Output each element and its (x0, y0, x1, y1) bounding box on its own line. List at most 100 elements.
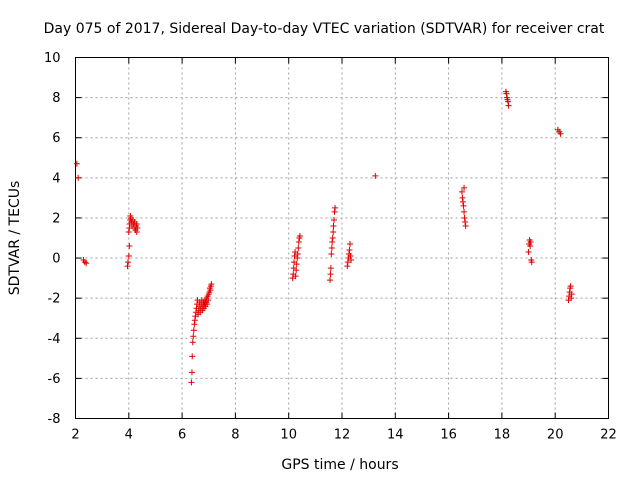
data-point (348, 257, 355, 264)
data-point (208, 281, 215, 288)
data-point (204, 301, 211, 308)
data-point (346, 241, 353, 248)
data-point (124, 263, 131, 270)
data-point (73, 160, 80, 167)
data-point (462, 222, 469, 229)
data-point (134, 224, 141, 231)
x-tick-label: 2 (71, 428, 79, 443)
x-tick-label: 16 (440, 428, 457, 443)
data-point (330, 222, 337, 229)
data-point (528, 259, 535, 266)
data-point (327, 271, 334, 278)
y-tick-label: 4 (52, 171, 60, 186)
grid-lines (75, 57, 609, 419)
data-point (190, 333, 197, 340)
x-tick-labels: 2 4 6 8 10 12 14 16 18 20 22 (71, 428, 616, 443)
data-point (328, 251, 335, 258)
data-point (294, 251, 301, 258)
y-tick-label: -6 (48, 372, 61, 387)
x-tick-label: 6 (178, 428, 186, 443)
data-point (462, 218, 469, 225)
data-point (461, 214, 468, 221)
data-point (293, 261, 300, 268)
data-point (327, 265, 334, 272)
data-point (459, 198, 466, 205)
data-point (190, 327, 197, 334)
y-tick-label: 0 (52, 252, 60, 267)
data-point (296, 232, 303, 239)
y-tick-label: 8 (52, 91, 60, 106)
x-axis-label: GPS time / hours (281, 457, 398, 473)
data-point (126, 243, 133, 250)
data-point (188, 379, 195, 386)
data-point (567, 283, 574, 290)
data-point (189, 353, 196, 360)
data-point (81, 259, 88, 266)
y-tick-label: -4 (48, 332, 61, 347)
data-points (73, 88, 575, 386)
data-point (372, 172, 379, 179)
data-point (458, 188, 465, 195)
data-point (295, 239, 302, 246)
data-point (191, 321, 198, 328)
chart-title: Day 075 of 2017, Sidereal Day-to-day VTE… (44, 21, 605, 37)
data-point (207, 287, 214, 294)
x-tick-label: 20 (547, 428, 564, 443)
data-point (329, 235, 336, 241)
y-tick-labels: -8 -6 -4 -2 0 2 4 6 8 10 (44, 51, 61, 427)
data-point (461, 184, 468, 191)
x-tick-label: 12 (334, 428, 351, 443)
data-point (461, 208, 468, 215)
data-point (344, 259, 351, 266)
data-point (328, 245, 335, 252)
data-point (329, 239, 336, 246)
x-tick-label: 22 (600, 428, 617, 443)
data-point (527, 243, 534, 250)
data-point (133, 220, 140, 227)
data-point (568, 295, 575, 302)
x-tick-label: 8 (231, 428, 239, 443)
data-point (330, 228, 337, 235)
data-point (346, 247, 353, 254)
data-point (189, 339, 196, 346)
data-point (125, 253, 132, 260)
x-tick-label: 10 (280, 428, 297, 443)
y-tick-label: 6 (52, 131, 60, 146)
x-tick-label: 14 (387, 428, 404, 443)
data-point (527, 239, 534, 246)
data-point (503, 90, 510, 97)
data-point (459, 194, 466, 201)
data-point (327, 277, 334, 284)
data-point (331, 216, 338, 223)
data-point (75, 174, 82, 181)
x-tick-label: 4 (125, 428, 133, 443)
axis-ticks (75, 57, 609, 419)
y-axis-label: SDTVAR / TECUs (7, 181, 23, 296)
data-point (505, 102, 512, 109)
data-point (331, 208, 338, 215)
data-point (332, 204, 339, 211)
data-point (83, 260, 90, 267)
y-tick-label: -8 (48, 412, 61, 427)
data-point (294, 255, 301, 262)
data-point (568, 291, 575, 298)
data-point (344, 263, 351, 270)
data-point (347, 253, 354, 260)
x-tick-label: 18 (494, 428, 511, 443)
data-point (188, 369, 195, 376)
data-point (205, 297, 212, 304)
data-point (557, 130, 564, 137)
data-point (125, 228, 132, 235)
data-point (125, 259, 132, 266)
y-tick-label: 2 (52, 211, 60, 226)
data-point (295, 245, 302, 252)
data-point (292, 273, 299, 280)
data-point (191, 317, 198, 324)
data-point (505, 98, 512, 105)
y-tick-label: -2 (48, 292, 61, 307)
y-tick-label: 10 (44, 51, 61, 66)
data-point (293, 267, 300, 274)
data-point (525, 249, 532, 256)
data-point (460, 202, 467, 209)
